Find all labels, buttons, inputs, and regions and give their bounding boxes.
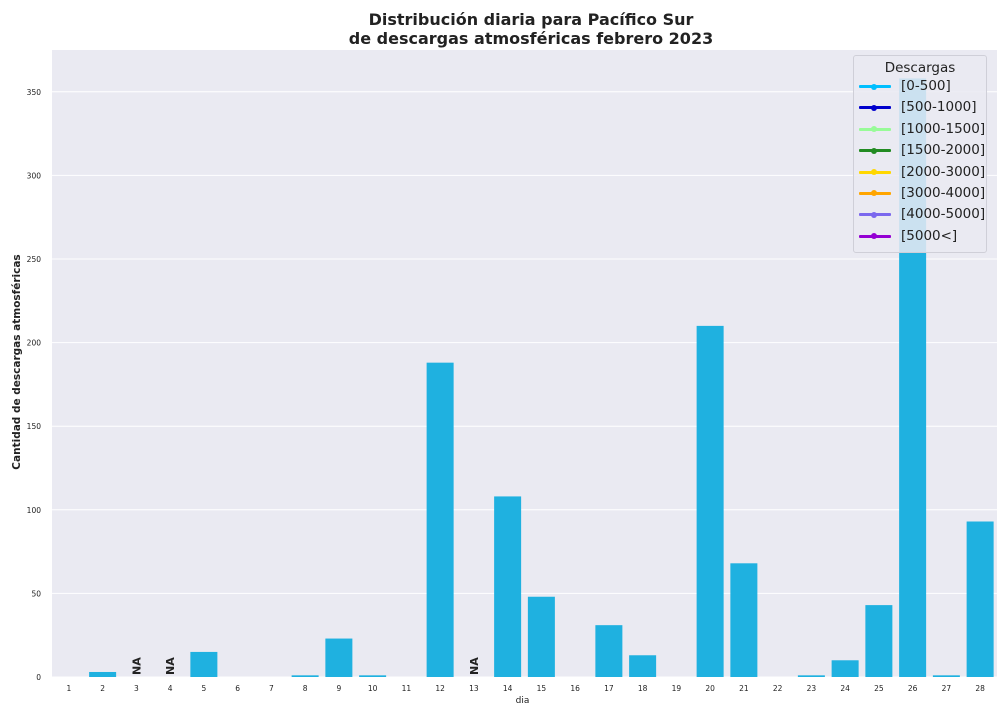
y-tick-label: 150 [27, 422, 42, 431]
legend-dot-marker [871, 233, 877, 240]
bar-day-20 [696, 325, 724, 677]
bar-day-5 [190, 651, 218, 677]
y-tick-label: 250 [27, 255, 42, 264]
x-tick-label: 23 [807, 684, 817, 693]
x-tick-label: 6 [235, 684, 240, 693]
y-axis-label: Cantidad de descargas atmosféricas [11, 254, 23, 470]
bar-day-8 [291, 675, 319, 677]
bar-day-17 [595, 625, 623, 677]
legend-entry-label: [3000-4000] [901, 184, 986, 201]
bar-day-9 [325, 638, 353, 677]
y-ticks: 0 50 100 150 200 250 300 350 [27, 88, 42, 682]
legend-entry-label: [1500-2000] [901, 142, 986, 159]
y-tick-label: 300 [27, 171, 42, 180]
bar-day-27 [932, 675, 960, 677]
bar-day-18 [629, 655, 657, 677]
y-tick-label: 0 [36, 673, 41, 682]
x-tick-label: 8 [303, 684, 308, 693]
x-tick-label: 22 [773, 684, 783, 693]
x-tick-label: 1 [66, 684, 71, 693]
x-tick-label: 27 [942, 684, 952, 693]
legend-entry-label: [2000-3000] [901, 163, 986, 180]
x-ticks: 1 2 3 4 5 6 7 8 9 10 11 12 13 14 15 16 17 18 19 20 21 22 23 24 2… [66, 684, 985, 693]
x-tick-label: 19 [672, 684, 682, 693]
legend-dot-marker [871, 190, 877, 197]
legend-dot-marker [871, 126, 877, 133]
x-tick-label: 24 [840, 684, 850, 693]
legend-entry-label: [4000-5000] [901, 206, 986, 223]
x-tick-label: 15 [537, 684, 547, 693]
legend-dot-marker [871, 147, 877, 154]
bar-day-23 [797, 675, 825, 677]
legend-entry-label: [0-500] [901, 78, 951, 94]
x-tick-label: 28 [975, 684, 985, 693]
x-tick-label: 25 [874, 684, 884, 693]
legend-entry: [4000-5000] [854, 204, 986, 225]
y-tick-label: 200 [27, 339, 42, 348]
x-tick-label: 5 [201, 684, 206, 693]
x-tick-label: 17 [604, 684, 614, 693]
legend-entry: [1500-2000] [854, 140, 986, 161]
legend-items: [0-500] [500-1000] [1000-1500] [1500-2000] [… [854, 76, 986, 247]
bar-day-12 [426, 362, 454, 677]
chart-title: Distribución diaria para Pacífico Sur de… [0, 10, 1008, 48]
chart-title-line-2: de descargas atmosféricas febrero 2023 [348, 29, 714, 48]
na-label-day-13: NA [468, 657, 481, 675]
bar-day-24 [831, 660, 859, 677]
x-tick-label: 7 [269, 684, 274, 693]
x-tick-label: 10 [368, 684, 378, 693]
x-tick-label: 20 [705, 684, 715, 693]
x-tick-label: 18 [638, 684, 648, 693]
y-tick-label: 350 [27, 88, 42, 97]
x-tick-label: 2 [100, 684, 105, 693]
na-label-day-3: NA [130, 657, 143, 675]
legend-dot-marker [871, 211, 877, 218]
legend-dot-marker [871, 104, 877, 111]
legend-dot-marker [871, 83, 877, 90]
x-tick-label: 16 [570, 684, 580, 693]
legend-entry-label: [500-1000] [901, 99, 977, 116]
x-tick-label: 9 [336, 684, 341, 693]
x-tick-label: 3 [134, 684, 139, 693]
bar-day-14 [494, 496, 522, 677]
legend-dot-marker [871, 169, 877, 176]
gridlines [52, 91, 997, 678]
bar-day-10 [359, 675, 387, 677]
legend-entry: [2000-3000] [854, 162, 986, 183]
legend-entry: [1000-1500] [854, 119, 986, 140]
y-tick-label: 50 [31, 589, 41, 598]
x-tick-label: 11 [402, 684, 412, 693]
legend-entry: [0-500] [854, 76, 986, 97]
legend-entry: [5000<] [854, 226, 986, 247]
x-tick-label: 26 [908, 684, 918, 693]
x-tick-label: 21 [739, 684, 749, 693]
legend-entry-label: [1000-1500] [901, 120, 986, 137]
x-tick-label: 13 [469, 684, 479, 693]
legend-entry: [3000-4000] [854, 183, 986, 204]
bar-day-15 [527, 596, 555, 677]
bar-day-28 [966, 521, 994, 677]
x-tick-label: 14 [503, 684, 513, 693]
bar-day-25 [865, 605, 893, 677]
bars [89, 78, 994, 677]
legend-title: Descargas [884, 60, 956, 76]
x-axis-label: dia [515, 696, 530, 706]
legend-entry-label: [5000<] [901, 227, 958, 244]
na-labels: NA NA NA [130, 657, 481, 675]
bar-day-2 [89, 671, 117, 677]
chart-title-line-1: Distribución diaria para Pacífico Sur [368, 10, 694, 29]
x-tick-label: 4 [168, 684, 173, 693]
x-tick-label: 12 [435, 684, 445, 693]
plot-area [52, 50, 997, 677]
na-label-day-4: NA [164, 657, 177, 675]
bar-day-21 [730, 563, 758, 677]
legend-entry: [500-1000] [854, 97, 986, 118]
y-tick-label: 100 [27, 506, 42, 515]
legend: Descargas [0-500] [500-1000] [1000-1500] [1… [853, 55, 987, 253]
